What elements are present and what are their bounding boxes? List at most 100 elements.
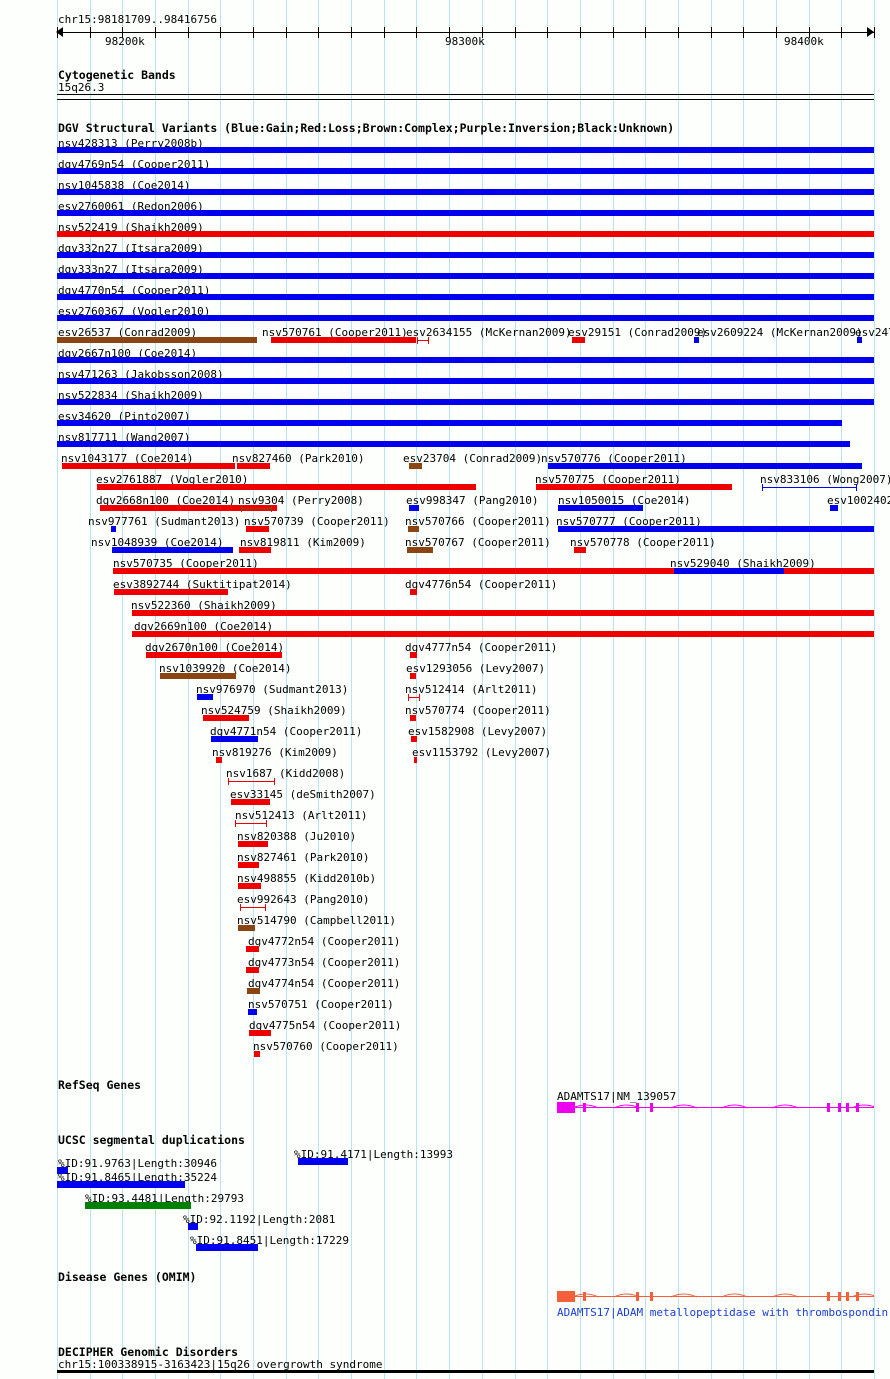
dgv-variant-bar[interactable] [240,904,266,911]
dgv-variant-bar[interactable] [113,568,874,574]
refseq-exon-block[interactable] [650,1103,653,1112]
dgv-variant-bar[interactable] [132,631,874,637]
dgv-variant-bar[interactable] [57,273,874,279]
dgv-variant-bar[interactable] [112,547,233,553]
dgv-variant-bar[interactable] [57,337,257,343]
dgv-variant-bar[interactable] [57,147,874,153]
segdup-bar[interactable] [188,1223,198,1230]
dgv-variant-bar[interactable] [216,757,222,763]
dgv-variant-bar[interactable] [228,778,275,785]
refseq-exon-block[interactable] [846,1103,849,1112]
dgv-variant-bar[interactable] [762,484,857,491]
dgv-variant-bar[interactable] [57,210,874,216]
dgv-variant-bar[interactable] [249,1030,271,1036]
dgv-variant-bar[interactable] [411,736,417,742]
dgv-variant-bar[interactable] [254,1051,260,1057]
dgv-variant-label: esv33145 (deSmith2007) [230,788,376,801]
dgv-variant-bar[interactable] [197,694,213,700]
dgv-variant-bar[interactable] [160,673,236,679]
segdup-bar[interactable] [85,1202,191,1209]
segdup-bar[interactable] [57,1167,68,1174]
dgv-variant-bar[interactable] [558,505,643,511]
dgv-variant-bar[interactable] [410,652,417,658]
refseq-exon-block[interactable] [856,1103,859,1112]
dgv-variant-bar[interactable] [548,463,862,469]
dgv-variant-bar[interactable] [857,337,862,343]
dgv-variant-bar[interactable] [57,420,842,426]
dgv-variant-bar[interactable] [238,862,259,868]
dgv-variant-bar[interactable] [62,463,235,469]
dgv-variant-bar[interactable] [132,610,874,616]
dgv-variant-bar[interactable] [57,357,874,363]
dgv-variant-bar[interactable] [410,715,416,721]
dgv-variant-bar[interactable] [211,736,258,742]
dgv-variant-bar[interactable] [408,694,420,701]
dgv-variant-bar[interactable] [410,673,416,679]
omim-exon-block[interactable] [636,1292,639,1301]
dgv-variant-bar[interactable] [146,652,282,658]
dgv-variant-bar[interactable] [572,337,585,343]
dgv-variant-bar[interactable] [238,841,268,847]
dgv-variant-bar[interactable] [409,463,422,469]
dgv-variant-bar[interactable] [203,715,249,721]
grid-line [122,0,123,1379]
dgv-variant-bar[interactable] [57,315,874,321]
dgv-variant-bar[interactable] [237,463,270,469]
dgv-variant-bar[interactable] [238,883,261,889]
dgv-variant-bar[interactable] [271,337,407,343]
dgv-variant-bar[interactable] [57,231,874,237]
dgv-variant-bar[interactable] [558,526,874,532]
dgv-variant-bar[interactable] [417,337,429,344]
dgv-variant-bar[interactable] [238,925,255,931]
dgv-variant-bar[interactable] [235,820,267,827]
dgv-variant-bar[interactable] [57,189,874,195]
dgv-variant-bar[interactable] [111,526,116,532]
dgv-variant-bar[interactable] [57,378,874,384]
dgv-variant-bar[interactable] [57,168,874,174]
dgv-variant-bar[interactable] [830,505,838,511]
dgv-variant-bar[interactable] [247,988,260,994]
segdup-bar[interactable] [57,1181,185,1188]
dgv-variant-bar[interactable] [248,1009,257,1015]
dgv-variant-bar[interactable] [57,441,850,447]
dgv-variant-bar[interactable] [57,294,874,300]
dgv-variant-bar[interactable] [694,337,699,343]
omim-exon-block[interactable] [838,1292,841,1301]
dgv-variant-bar[interactable] [97,484,476,490]
ruler-tick-label: 98400k [784,35,824,48]
feature-cap-right [856,484,857,491]
omim-exon-block[interactable] [856,1292,859,1301]
refseq-exon-block[interactable] [557,1102,575,1113]
dgv-variant-bar[interactable] [114,589,228,595]
dgv-variant-bar[interactable] [241,505,272,512]
omim-exon-block[interactable] [557,1291,575,1302]
dgv-variant-bar[interactable] [536,484,732,490]
dgv-variant-bar[interactable] [414,757,417,763]
refseq-exon-block[interactable] [827,1103,830,1112]
dgv-variant-bar[interactable] [57,252,874,258]
refseq-exon-block[interactable] [838,1103,841,1112]
dgv-variant-bar[interactable] [574,547,586,553]
refseq-exon-block[interactable] [583,1103,586,1112]
dgv-variant-bar[interactable] [231,799,270,805]
dgv-variant-bar[interactable] [407,547,433,553]
dgv-variant-bar[interactable] [57,399,874,405]
dgv-variant-bar[interactable] [239,547,271,553]
dgv-variant-bar[interactable] [410,589,417,595]
dgv-variant-bar[interactable] [246,946,259,952]
segdup-bar[interactable] [298,1158,348,1165]
dgv-variant-bar[interactable] [408,526,419,532]
segdup-bar[interactable] [196,1244,258,1251]
dgv-variant-bar[interactable] [246,526,269,532]
dgv-variant-bar[interactable] [409,505,419,511]
omim-exon-block[interactable] [846,1292,849,1301]
omim-exon-block[interactable] [827,1292,830,1301]
refseq-exon-block[interactable] [636,1103,639,1112]
dgv-variant-bar[interactable] [674,568,784,574]
grid-line [841,0,842,1379]
omim-exon-block[interactable] [583,1292,586,1301]
dgv-variant-bar[interactable] [100,505,277,511]
dgv-variant-bar[interactable] [407,337,416,343]
omim-exon-block[interactable] [650,1292,653,1301]
dgv-variant-bar[interactable] [246,967,259,973]
